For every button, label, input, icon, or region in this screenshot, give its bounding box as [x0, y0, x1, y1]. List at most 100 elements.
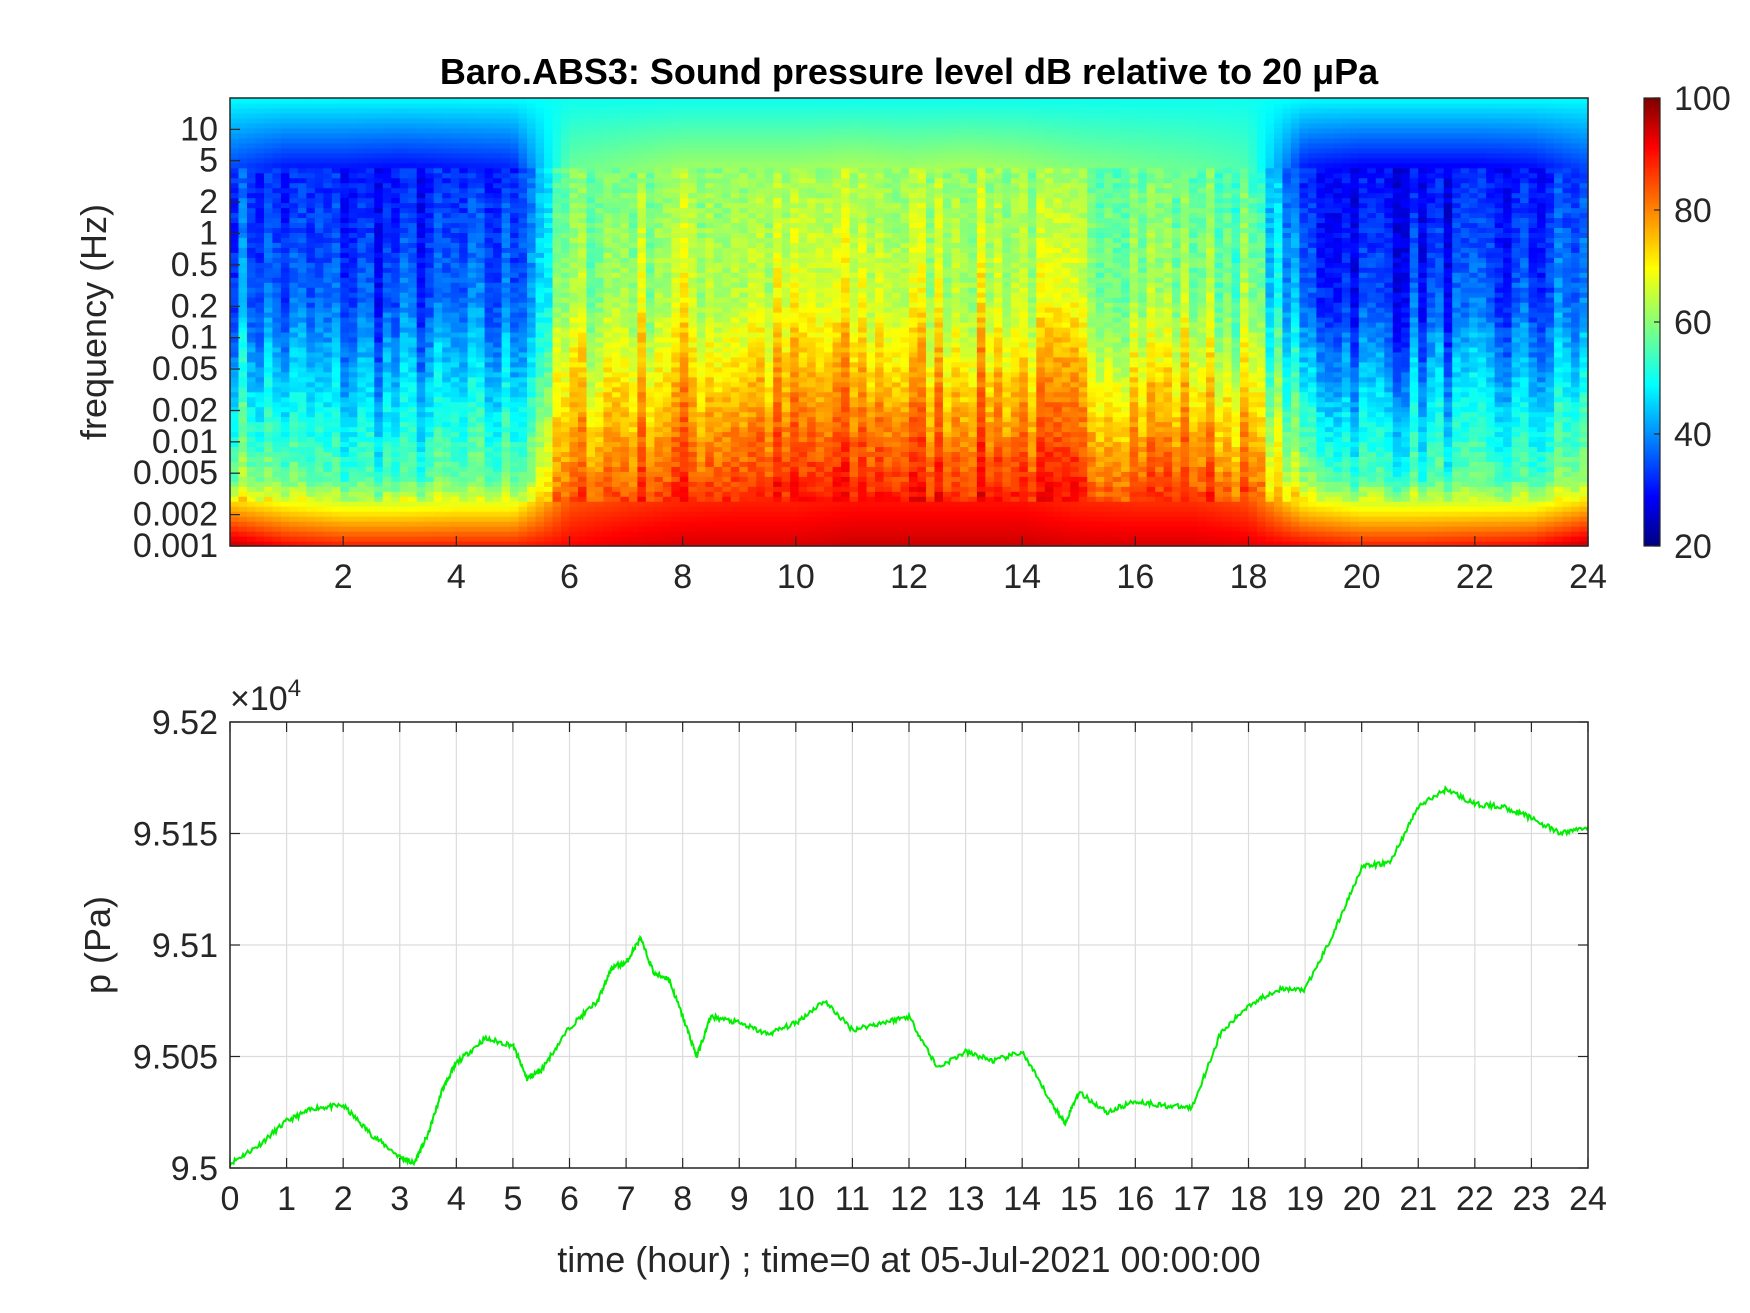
- heatmap-cell: [374, 456, 384, 462]
- heatmap-cell: [544, 406, 554, 413]
- heatmap-cell: [577, 252, 588, 258]
- heatmap-cell: [365, 386, 375, 393]
- heatmap-cell: [679, 436, 689, 443]
- heatmap-cell: [357, 117, 367, 124]
- heatmap-cell: [535, 292, 545, 298]
- heatmap-cell: [645, 117, 655, 124]
- heatmap-cell: [340, 506, 350, 512]
- heatmap-cell: [323, 481, 333, 487]
- heatmap-cell: [255, 431, 265, 438]
- heatmap-cell: [331, 516, 341, 522]
- heatmap-cell: [238, 197, 248, 204]
- heatmap-cell: [306, 127, 316, 134]
- heatmap-cell: [459, 516, 469, 522]
- heatmap-cell: [552, 142, 562, 149]
- heatmap-cell: [620, 127, 630, 134]
- heatmap-cell: [280, 132, 291, 139]
- heatmap-cell: [654, 516, 664, 522]
- heatmap-cell: [374, 441, 384, 448]
- heatmap-cell: [289, 312, 299, 318]
- heatmap-cell: [255, 98, 265, 104]
- heatmap-cell: [433, 242, 443, 248]
- heatmap-cell: [662, 346, 672, 353]
- heatmap-cell: [442, 237, 452, 243]
- heatmap-cell: [416, 98, 426, 104]
- heatmap-cell: [374, 481, 384, 487]
- heatmap-cell: [586, 137, 596, 144]
- heatmap-cell: [594, 137, 605, 144]
- heatmap-cell: [425, 351, 435, 358]
- heatmap-cell: [416, 212, 426, 219]
- heatmap-cell: [255, 317, 265, 323]
- heatmap-cell: [679, 162, 689, 169]
- heatmap-cell: [442, 212, 452, 219]
- heatmap-cell: [654, 496, 664, 502]
- heatmap-cell: [527, 391, 537, 398]
- heatmap-cell: [628, 471, 638, 477]
- heatmap-cell: [450, 331, 460, 338]
- heatmap-cell: [561, 356, 571, 363]
- heatmap-cell: [611, 331, 622, 338]
- heatmap-cell: [518, 476, 528, 482]
- heatmap-cell: [340, 396, 350, 403]
- heatmap-cell: [323, 312, 333, 318]
- heatmap-cell: [399, 142, 409, 149]
- heatmap-cell: [314, 421, 324, 428]
- heatmap-cell: [382, 451, 392, 457]
- heatmap-cell: [459, 192, 469, 199]
- heatmap-cell: [246, 511, 257, 517]
- heatmap-cell: [357, 441, 367, 448]
- heatmap-cell: [348, 217, 358, 224]
- heatmap-cell: [603, 411, 613, 418]
- heatmap-cell: [688, 536, 698, 542]
- heatmap-cell: [577, 272, 588, 278]
- heatmap-cell: [374, 177, 384, 184]
- heatmap-cell: [280, 257, 291, 263]
- heatmap-cell: [696, 526, 706, 532]
- heatmap-cell: [374, 476, 384, 482]
- heatmap-cell: [399, 376, 409, 383]
- heatmap-cell: [679, 277, 689, 283]
- heatmap-cell: [263, 137, 274, 144]
- heatmap-cell: [263, 481, 274, 487]
- heatmap-cell: [586, 302, 596, 308]
- heatmap-cell: [272, 247, 282, 253]
- heatmap-cell: [280, 137, 291, 144]
- heatmap-cell: [280, 217, 291, 224]
- heatmap-cell: [340, 142, 350, 149]
- heatmap-cell: [306, 132, 316, 139]
- heatmap-cell: [255, 127, 265, 134]
- heatmap-cell: [391, 356, 401, 363]
- heatmap-cell: [433, 466, 443, 472]
- heatmap-cell: [272, 177, 282, 184]
- heatmap-cell: [493, 142, 503, 149]
- heatmap-cell: [518, 322, 528, 328]
- heatmap-cell: [561, 516, 571, 522]
- heatmap-cell: [280, 391, 291, 398]
- heatmap-cell: [374, 426, 384, 433]
- heatmap-cell: [382, 466, 392, 472]
- heatmap-cell: [476, 421, 486, 428]
- heatmap-cell: [272, 322, 282, 328]
- heatmap-cell: [331, 312, 341, 318]
- heatmap-cell: [246, 187, 257, 194]
- heatmap-cell: [263, 112, 274, 119]
- heatmap-cell: [306, 401, 316, 408]
- heatmap-cell: [586, 491, 596, 497]
- heatmap-cell: [561, 152, 571, 159]
- heatmap-cell: [416, 501, 426, 507]
- heatmap-cell: [399, 396, 409, 403]
- heatmap-cell: [442, 431, 452, 438]
- heatmap-cell: [323, 192, 333, 199]
- heatmap-cell: [594, 376, 605, 383]
- heatmap-cell: [637, 336, 647, 343]
- heatmap-cell: [340, 177, 350, 184]
- heatmap-cell: [425, 341, 435, 348]
- heatmap-cell: [442, 202, 452, 209]
- heatmap-cell: [399, 326, 409, 333]
- heatmap-cell: [382, 396, 392, 403]
- heatmap-cell: [484, 336, 494, 343]
- heatmap-cell: [357, 157, 367, 164]
- heatmap-cell: [552, 147, 562, 154]
- heatmap-cell: [654, 326, 664, 333]
